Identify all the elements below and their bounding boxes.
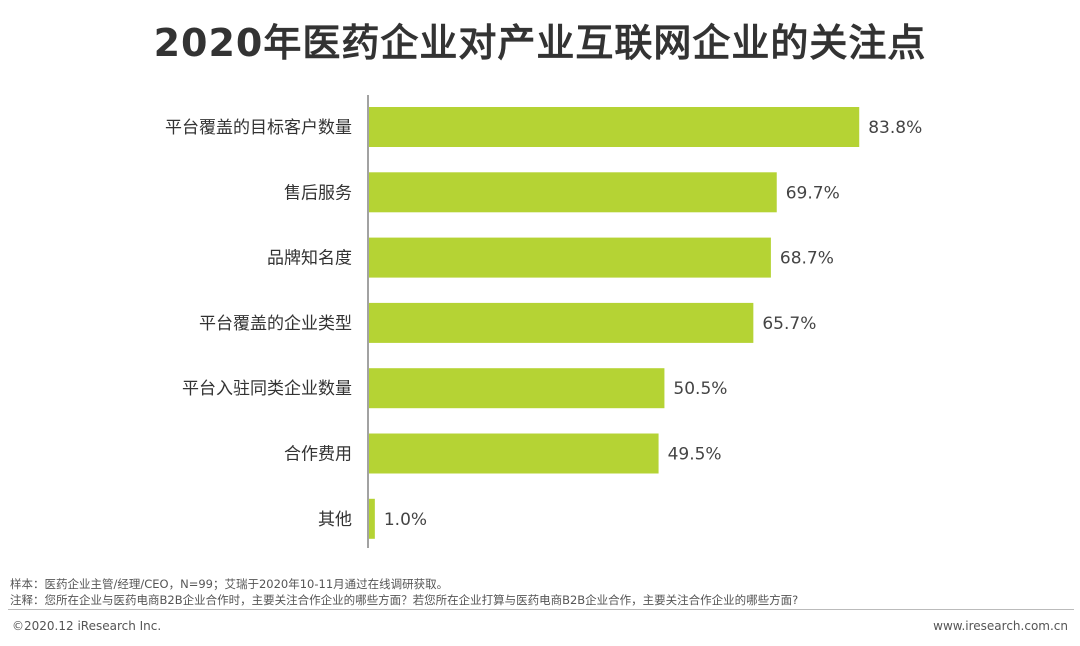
value-label-4: 65.7% — [762, 314, 816, 334]
footer-divider — [8, 609, 1074, 610]
sample-note: 样本：医药企业主管/经理/CEO，N=99；艾瑞于2020年10-11月通过在线… — [10, 577, 449, 591]
value-label-1: 83.8% — [868, 118, 922, 138]
category-label-1: 平台覆盖的目标客户数量 — [165, 118, 352, 138]
category-label-2: 售后服务 — [284, 183, 352, 203]
bar-7 — [369, 498, 375, 539]
bar-3 — [369, 237, 771, 278]
category-label-3: 品牌知名度 — [267, 249, 352, 269]
copyright: ©2020.12 iResearch Inc. — [12, 619, 162, 633]
bar-5 — [369, 368, 665, 409]
bar-2 — [369, 172, 777, 213]
category-label-6: 合作费用 — [284, 445, 352, 465]
value-label-2: 69.7% — [786, 183, 840, 203]
website-link[interactable]: www.iresearch.com.cn — [933, 619, 1068, 633]
category-label-7: 其他 — [318, 510, 352, 530]
value-label-7: 1.0% — [384, 510, 427, 530]
bar-chart: 平台覆盖的目标客户数量 83.8% 售后服务 69.7% 品牌知名度 68.7% 平台覆盖的… — [165, 95, 922, 548]
value-label-3: 68.7% — [780, 249, 834, 269]
value-label-5: 50.5% — [673, 379, 727, 399]
value-label-6: 49.5% — [668, 445, 722, 465]
bar-1 — [369, 107, 860, 147]
chart-title: 2020年医药企业对产业互联网企业的关注点 — [153, 21, 927, 65]
category-label-5: 平台入驻同类企业数量 — [182, 379, 352, 399]
category-label-4: 平台覆盖的企业类型 — [199, 314, 352, 334]
bar-6 — [369, 433, 659, 474]
bar-4 — [369, 302, 754, 343]
question-note: 注释：您所在企业与医药电商B2B企业合作时，主要关注合作企业的哪些方面？若您所在… — [10, 593, 799, 607]
